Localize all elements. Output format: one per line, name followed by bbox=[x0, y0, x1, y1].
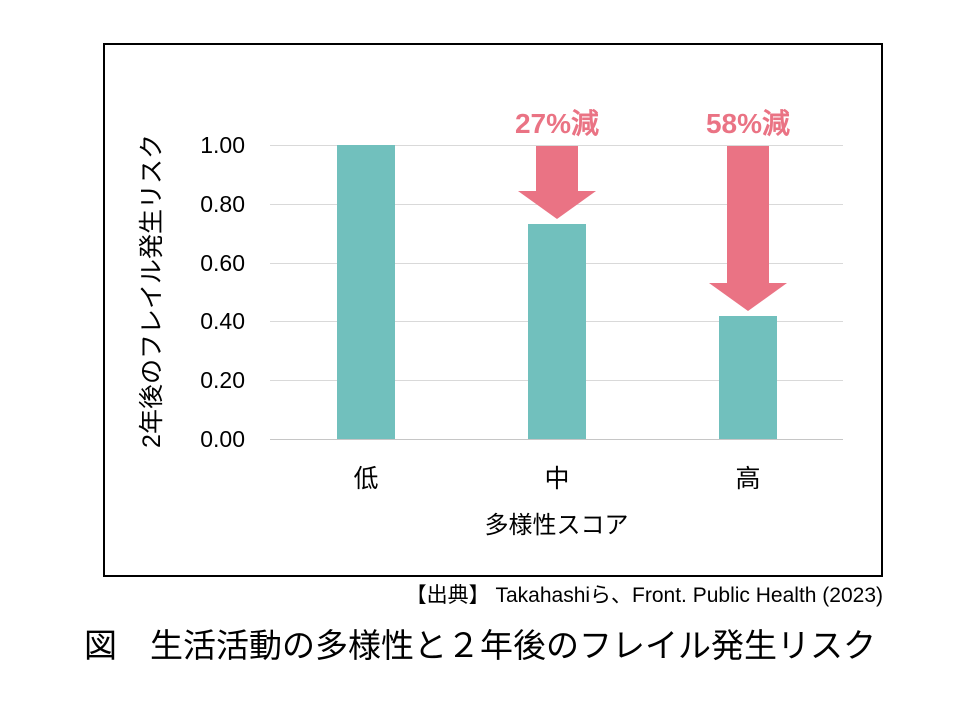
arrow-head bbox=[709, 283, 787, 311]
category-label-中: 中 bbox=[544, 465, 570, 493]
y-tick-label: 0.20 bbox=[200, 367, 245, 393]
bar-中 bbox=[528, 224, 586, 439]
x-axis-category-labels: 低中高 bbox=[270, 464, 843, 496]
reduction-annotation: 58%減 bbox=[705, 108, 791, 139]
arrow-shaft bbox=[536, 146, 578, 191]
y-tick-label: 0.60 bbox=[200, 250, 245, 276]
y-tick-label: 0.80 bbox=[200, 191, 245, 217]
y-tick-label: 1.00 bbox=[200, 132, 245, 158]
y-tick-label: 0.00 bbox=[200, 426, 245, 452]
x-axis-title: 多様性スコア bbox=[484, 512, 629, 539]
y-tick-label: 0.40 bbox=[200, 308, 245, 334]
plot-area: 27%減 58%減 bbox=[270, 108, 843, 440]
source-citation: 【出典】 Takahashiら、Front. Public Health (20… bbox=[405, 584, 883, 607]
arrow-shaft bbox=[727, 146, 769, 283]
down-arrow-icon bbox=[709, 146, 787, 311]
axis-baseline bbox=[270, 439, 843, 440]
category-label-高: 高 bbox=[735, 465, 761, 493]
category-label-低: 低 bbox=[353, 465, 379, 493]
arrow-head bbox=[518, 191, 596, 219]
chart-area: 2年後のフレイル発生リスク 27%減 58%減 1.00 0.80 0.60 0.40 0… bbox=[103, 43, 883, 577]
bar-高 bbox=[719, 316, 777, 439]
y-axis-title: 2年後のフレイル発生リスク bbox=[138, 134, 166, 448]
down-arrow-icon bbox=[518, 146, 596, 219]
figure-caption: 図 生活活動の多様性と２年後のフレイル発生リスク bbox=[84, 627, 876, 664]
gridline bbox=[270, 145, 843, 146]
bar-低 bbox=[337, 145, 395, 439]
reduction-annotation: 27%減 bbox=[514, 108, 600, 139]
